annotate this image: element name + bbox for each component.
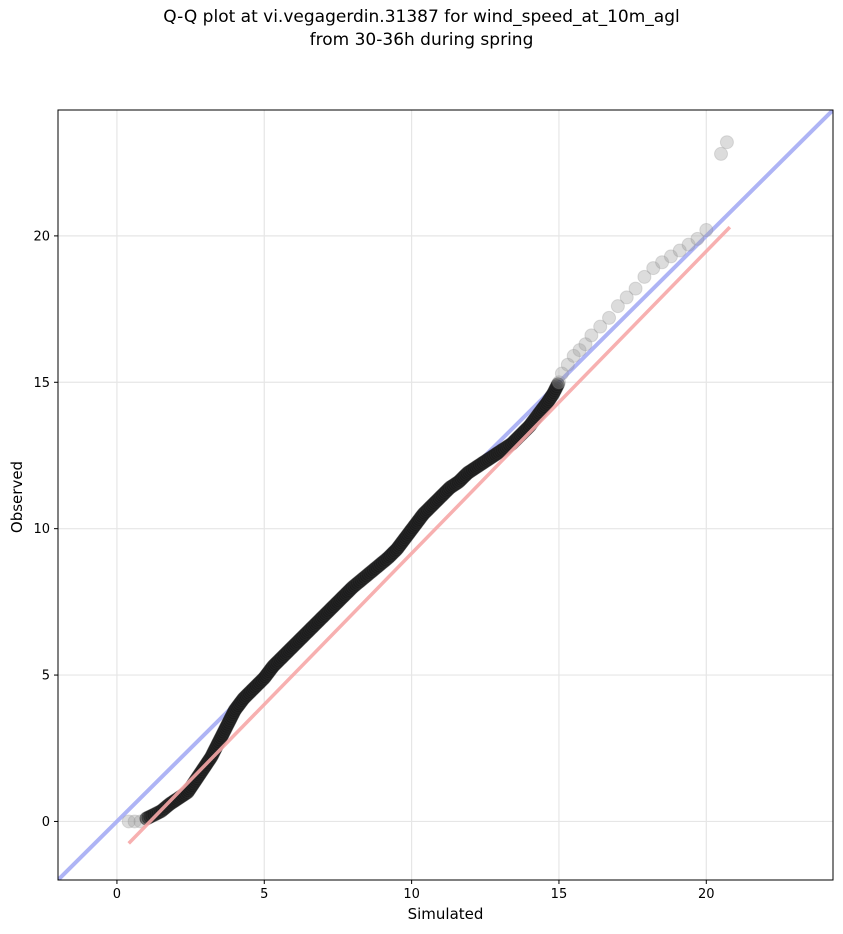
qq-point xyxy=(619,290,634,305)
qq-point xyxy=(628,281,643,296)
qq-point xyxy=(578,337,593,352)
qq-point xyxy=(663,249,678,264)
x-tick-label: 10 xyxy=(403,887,420,902)
qq-point xyxy=(602,310,617,325)
qq-point xyxy=(719,135,734,150)
qq-point xyxy=(554,366,569,381)
qq-point xyxy=(572,343,587,358)
y-axis: 0 5 10 15 20 xyxy=(33,229,58,830)
x-tick-label: 20 xyxy=(698,887,715,902)
qq-point xyxy=(699,223,714,238)
chart-title: Q-Q plot at vi.vegagerdin.31387 for wind… xyxy=(0,6,843,52)
y-tick-label: 10 xyxy=(33,522,50,537)
qq-points xyxy=(121,135,734,829)
fit-line xyxy=(127,225,732,845)
chart-title-line-1: Q-Q plot at vi.vegagerdin.31387 for wind… xyxy=(163,7,680,27)
qq-point xyxy=(550,377,565,392)
qq-point xyxy=(121,814,136,829)
x-axis: 0 5 10 15 20 xyxy=(113,880,715,902)
qq-point xyxy=(560,357,575,372)
x-tick-label: 5 xyxy=(260,887,268,902)
qq-point xyxy=(714,146,729,161)
qq-point xyxy=(690,231,705,246)
qq-point xyxy=(655,255,670,270)
x-tick-label: 15 xyxy=(551,887,568,902)
qq-point xyxy=(681,237,696,252)
x-axis-label: Simulated xyxy=(407,905,484,923)
qq-point xyxy=(646,261,661,276)
qq-point xyxy=(610,299,625,314)
qq-point xyxy=(584,328,599,343)
y-tick-label: 5 xyxy=(42,669,50,684)
qq-point xyxy=(566,348,581,363)
qq-point xyxy=(672,243,687,258)
y-axis-label: Observed xyxy=(8,460,26,534)
chart-title-line-2: from 30-36h during spring xyxy=(309,30,534,50)
y-tick-label: 20 xyxy=(33,229,50,244)
plot-frame xyxy=(57,109,834,881)
qq-point xyxy=(593,319,608,334)
qq-point xyxy=(551,375,566,390)
qq-point xyxy=(637,269,652,284)
y-tick-label: 0 xyxy=(42,815,50,830)
x-tick-label: 0 xyxy=(113,887,121,902)
y-tick-label: 15 xyxy=(33,376,50,391)
